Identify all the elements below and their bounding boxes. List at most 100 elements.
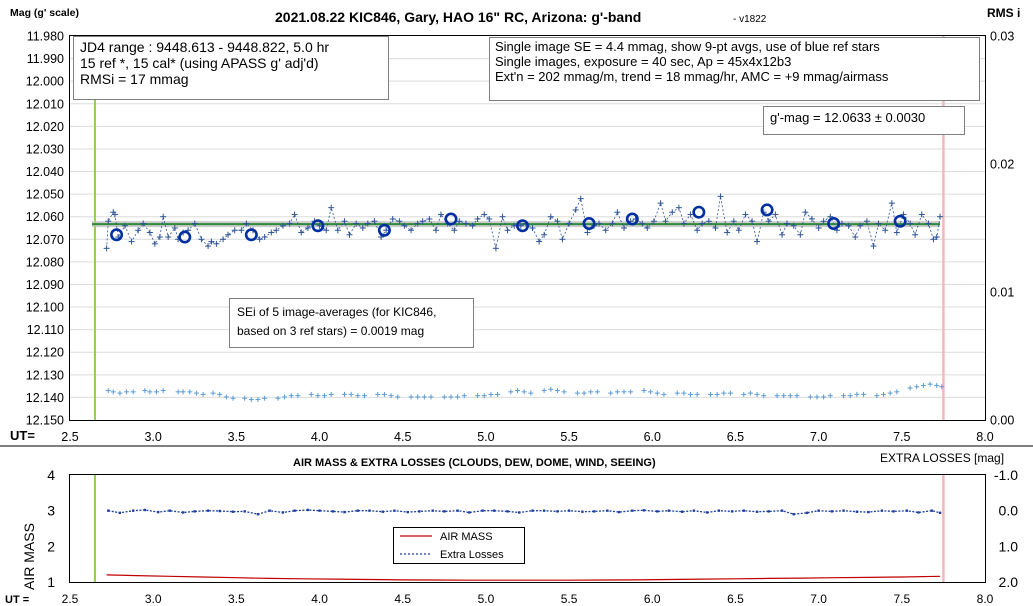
x-tick-label: 2.5 — [61, 430, 78, 444]
y-tick-label: 12.060 — [26, 210, 64, 224]
x-tick-label: 5.5 — [561, 592, 578, 606]
y-tick-label: 12.030 — [26, 142, 64, 156]
y-axis-label: Mag (g' scale) — [10, 7, 79, 19]
extra-losses-point — [855, 510, 859, 513]
extra-losses-point — [592, 510, 596, 513]
grid — [70, 58, 985, 398]
avg-point — [178, 230, 192, 244]
y-tick-label: 11.990 — [27, 52, 64, 66]
info-line: JD4 range : 9448.613 - 9448.822, 5.0 hr — [80, 39, 330, 55]
extra-losses-point — [481, 509, 484, 512]
extra-losses-point — [331, 510, 335, 513]
extra-losses-point — [755, 510, 759, 513]
x-tick-label: 6.0 — [644, 592, 661, 606]
x-tick-label: 3.5 — [228, 430, 245, 444]
extra-losses-point — [218, 509, 221, 513]
extra-losses-point — [132, 509, 135, 512]
avg-point — [625, 212, 639, 226]
avg-point — [827, 216, 841, 230]
extra-losses-point — [692, 509, 696, 512]
extra-losses-point — [930, 509, 933, 512]
extra-losses-point — [443, 510, 446, 513]
extra-losses-point — [556, 510, 559, 513]
extra-losses-point — [156, 510, 160, 514]
extra-losses-point — [368, 509, 371, 512]
extra-losses-point — [281, 511, 285, 514]
sei-note-box: SEi of 5 image-averages (for KIC846, bas… — [229, 298, 474, 348]
time-markers — [93, 475, 945, 582]
avg-point — [110, 228, 124, 242]
y2-tick-labels: -1.0 0.0 1.0 2.0 — [994, 467, 1018, 590]
extra-losses-point — [406, 510, 409, 514]
y-tick-label: 4 — [47, 467, 55, 483]
y2-tick-label: -1.0 — [994, 467, 1018, 483]
extra-losses-point — [268, 509, 271, 512]
info-box-left: JD4 range : 9448.613 - 9448.822, 5.0 hr … — [73, 36, 389, 100]
x-tick-label: 4.0 — [311, 592, 328, 606]
gmag-label: g'-mag = 12.0633 ± 0.0030 — [770, 110, 926, 125]
x-tick-label: 5.5 — [560, 430, 577, 444]
chart-title: 2021.08.22 KIC846, Gary, HAO 16" RC, Ari… — [275, 9, 641, 25]
info-line: 15 ref *, 15 cal* (using APASS g' adj'd) — [80, 55, 319, 72]
extra-losses-point — [830, 510, 834, 513]
extra-losses-point — [231, 510, 235, 513]
x-tick-label: 6.5 — [727, 430, 744, 444]
extra-losses-point — [656, 510, 659, 513]
x-axis-label: UT = — [5, 594, 29, 606]
extra-losses-point — [705, 511, 709, 514]
x-tick-label: 7.0 — [810, 592, 827, 606]
extra-losses-point — [293, 509, 296, 512]
plot-frame — [69, 474, 986, 583]
legend-label-extra-losses: Extra Losses — [440, 549, 504, 561]
extra-losses-point — [938, 511, 942, 515]
extra-losses-point — [418, 510, 421, 513]
extra-losses-point — [493, 509, 496, 512]
y2-tick-label: 0.00 — [990, 414, 1014, 428]
extra-losses-point — [517, 511, 521, 514]
extra-losses-line — [108, 509, 941, 515]
extra-losses-point — [168, 509, 172, 512]
info-line: Single image SE = 4.4 mmag, show 9-pt av… — [495, 39, 880, 54]
extra-losses-point — [730, 510, 734, 513]
airmass-series — [106, 508, 942, 581]
y2-tick-label: 0.03 — [990, 30, 1014, 44]
avg-point — [244, 228, 258, 242]
extra-losses-point — [107, 509, 110, 512]
x-tick-labels: 2.5 3.0 3.5 4.0 4.5 5.0 5.5 6.0 6.5 7.0 7.5 8.0 — [62, 592, 994, 606]
extra-losses-point — [193, 510, 196, 513]
airmass-chart: AIR MASS & EXTRA LOSSES (CLOUDS, DEW, DO… — [0, 445, 1033, 606]
x-tick-label: 3.0 — [145, 592, 162, 606]
extra-losses-point — [456, 509, 459, 512]
extra-losses-point — [742, 509, 745, 512]
sei-note-line: based on 3 ref stars) = 0.0019 mag — [237, 324, 425, 339]
info-box-right: Single image SE = 4.4 mmag, show 9-pt av… — [489, 37, 980, 101]
avg-point — [582, 216, 596, 230]
y-tick-label: 12.090 — [26, 278, 64, 292]
x-tick-label: 3.5 — [228, 592, 245, 606]
extra-losses-point — [805, 511, 809, 515]
y2-axis-label: RMS i — [987, 6, 1020, 20]
x-tick-label: 2.5 — [62, 592, 79, 606]
y-tick-label: 12.040 — [26, 165, 64, 179]
y-tick-label: 12.150 — [26, 414, 64, 428]
extra-losses-point — [642, 509, 646, 512]
gmag-label-box: g'-mag = 12.0633 ± 0.0030 — [763, 106, 965, 135]
extra-losses-point — [792, 513, 795, 516]
extra-losses-point — [567, 509, 571, 512]
extra-losses-point — [181, 511, 185, 514]
extra-losses-point — [867, 510, 870, 514]
avg-point — [444, 212, 458, 226]
x-tick-label: 4.5 — [394, 592, 411, 606]
extra-losses-point — [581, 510, 584, 513]
extra-losses-point — [717, 509, 721, 512]
x-tick-label: 4.0 — [311, 430, 328, 444]
extra-losses-point — [343, 510, 346, 514]
y2-tick-label: 0.01 — [990, 286, 1014, 300]
extra-losses-point — [917, 511, 920, 514]
x-tick-label: 3.0 — [144, 430, 161, 444]
extra-losses-point — [606, 509, 609, 512]
extra-losses-point — [256, 513, 260, 516]
x-tick-label: 4.5 — [394, 430, 411, 444]
x-tick-label: 8.0 — [976, 430, 993, 444]
y-tick-label: 12.110 — [27, 323, 64, 337]
